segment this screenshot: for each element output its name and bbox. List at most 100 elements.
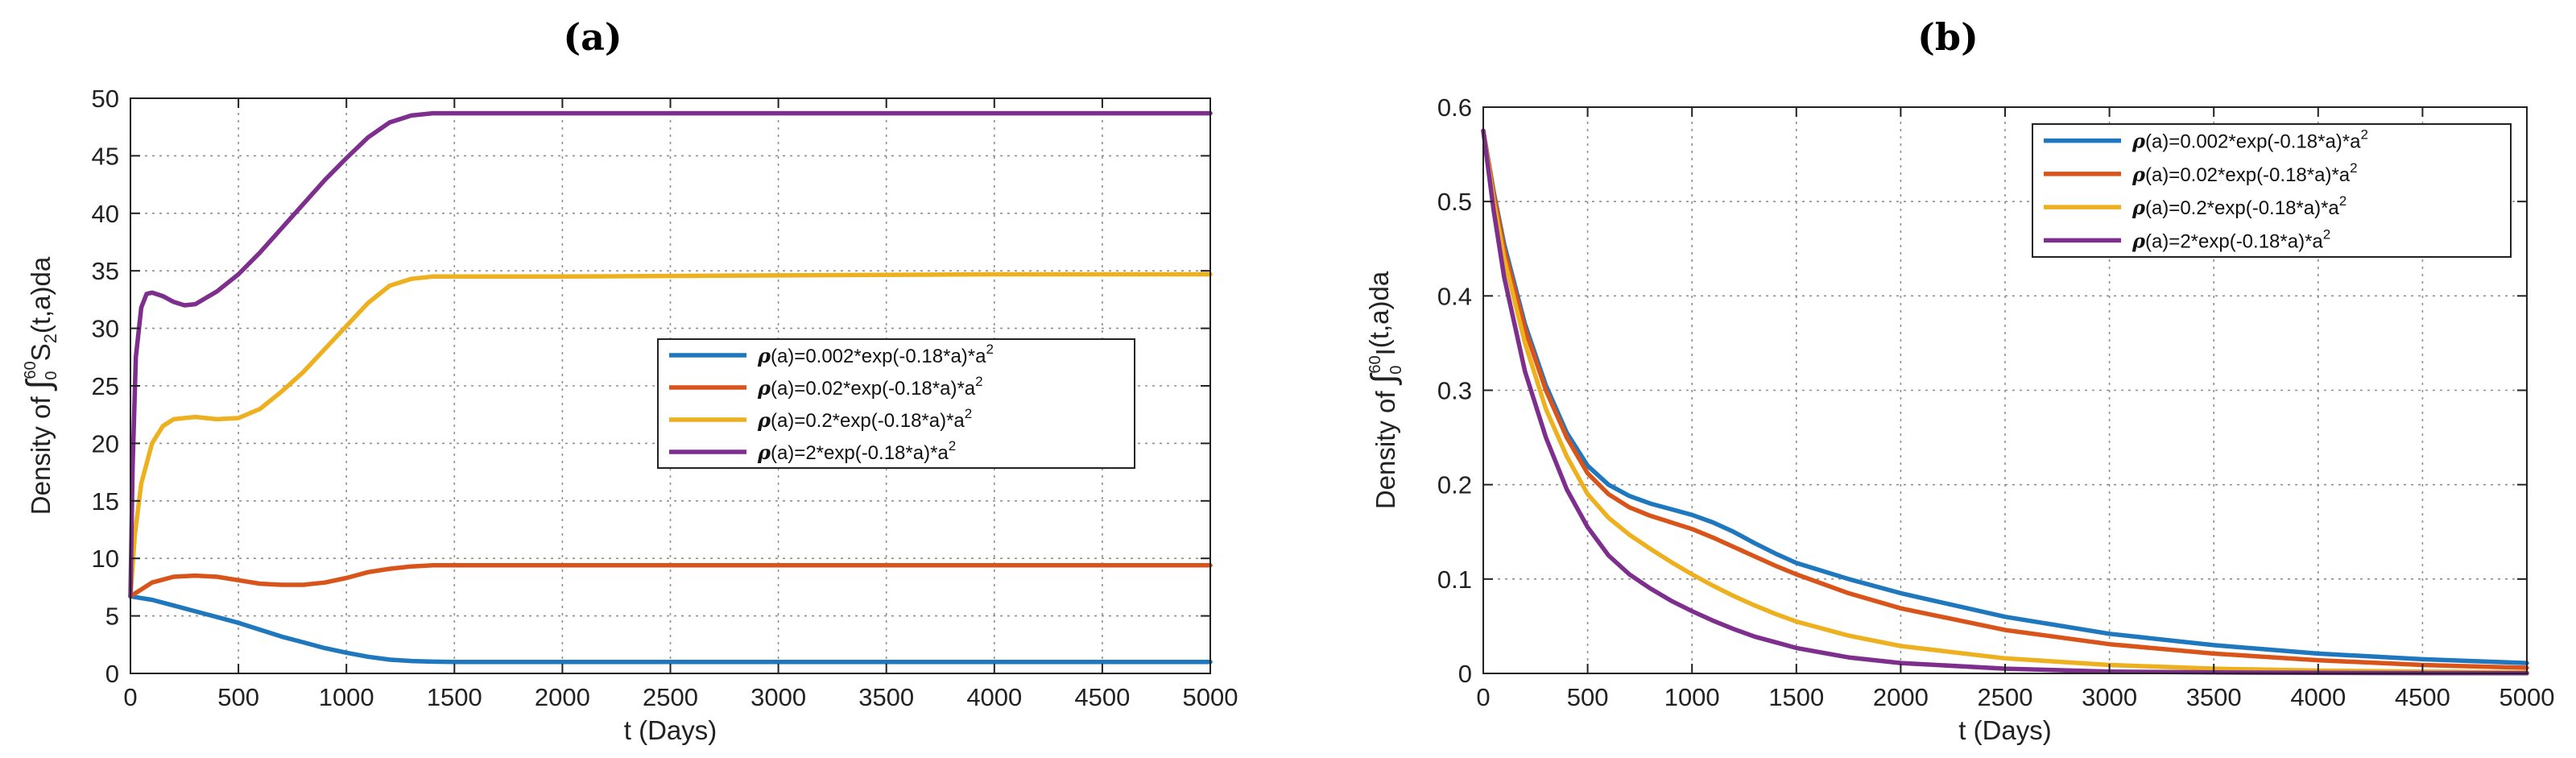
x-tick-label: 4000 [2290, 683, 2346, 711]
y-axis-label-body: S [26, 343, 56, 361]
x-tick-label: 3500 [858, 683, 914, 711]
y-tick-label: 25 [92, 372, 119, 400]
series-line-1 [128, 594, 1213, 665]
y-axis-label-suffix: (t,a)da [26, 256, 56, 333]
y-tick-label: 35 [92, 257, 119, 285]
y-axis-label-prefix: Density of [26, 389, 56, 515]
legend-entry-text: (a)=0.002*exp(-0.18*a)*a [2145, 131, 2361, 153]
x-axis-label: t (Days) [1958, 715, 2052, 745]
legend-box [657, 338, 1135, 469]
x-tick-label: 0 [1476, 683, 1490, 711]
y-axis-label-prefix: Density of [1371, 383, 1400, 509]
x-tick-label: 1500 [1768, 683, 1824, 711]
series-line-3 [128, 271, 1213, 599]
legend-entry-3: ρ(a)=0.2*exp(-0.18*a)*a2 [757, 406, 972, 432]
y-axis-label-upper: 60 [1367, 355, 1384, 373]
y-axis-label: Density of ∫0 60S2(t,a)da [19, 256, 60, 515]
legend-superscript: 2 [949, 438, 956, 454]
y-axis-label-lower: 0 [43, 371, 60, 380]
legend-superscript: 2 [965, 406, 972, 421]
y-tick-label: 0.1 [1437, 565, 1472, 594]
x-tick-label: 3000 [750, 683, 806, 711]
y-axis-label-upper: 60 [22, 361, 39, 379]
legend-entry-4: ρ(a)=2*exp(-0.18*a)*a2 [2132, 226, 2330, 252]
y-tick-label: 0.4 [1437, 282, 1472, 310]
legend-rho-symbol: ρ [2132, 130, 2146, 153]
y-tick-label: 40 [92, 200, 119, 228]
x-tick-label: 4000 [966, 683, 1022, 711]
y-tick-label: 5 [105, 603, 119, 631]
legend-entry-text: (a)=2*exp(-0.18*a)*a [2145, 230, 2323, 252]
x-tick-label: 5000 [1183, 683, 1238, 711]
legend-rho-symbol: ρ [757, 441, 771, 464]
legend-superscript: 2 [975, 374, 982, 389]
y-tick-label: 0 [105, 660, 119, 688]
legend-rho-symbol: ρ [2132, 163, 2146, 186]
legend-entry-2: ρ(a)=0.02*exp(-0.18*a)*a2 [757, 374, 983, 400]
x-tick-label: 2500 [643, 683, 698, 711]
x-tick-label: 2000 [535, 683, 590, 711]
y-tick-label: 0.2 [1437, 471, 1472, 499]
x-tick-label: 2000 [1873, 683, 1929, 711]
y-tick-label: 30 [92, 315, 119, 343]
panel-label: (b) [1917, 15, 1979, 59]
y-tick-label: 0.5 [1437, 188, 1472, 216]
legend-rho-symbol: ρ [2132, 196, 2146, 219]
legend-entry-text: (a)=0.2*exp(-0.18*a)*a [771, 410, 965, 432]
legend-superscript: 2 [986, 342, 993, 357]
legend-box [2032, 123, 2512, 258]
x-tick-label: 4500 [2395, 683, 2450, 711]
legend-entry-3: ρ(a)=0.2*exp(-0.18*a)*a2 [2132, 193, 2347, 219]
y-axis-label-body: I [1371, 348, 1400, 355]
x-tick-label: 1000 [1664, 683, 1720, 711]
x-tick-label: 500 [1567, 683, 1609, 711]
y-tick-label: 10 [92, 545, 119, 573]
legend-superscript: 2 [2339, 193, 2347, 209]
y-axis-label-integral: ∫ [19, 378, 57, 391]
x-tick-label: 4500 [1074, 683, 1130, 711]
x-axis-label: t (Days) [624, 715, 717, 745]
x-tick-label: 3000 [2082, 683, 2137, 711]
legend-rho-symbol: ρ [757, 344, 771, 367]
x-tick-label: 0 [123, 683, 137, 711]
y-tick-label: 50 [92, 85, 119, 113]
y-tick-label: 20 [92, 429, 119, 458]
y-tick-label: 0 [1458, 660, 1472, 688]
legend: ρ(a)=0.002*exp(-0.18*a)*a2ρ(a)=0.02*exp(… [2032, 123, 2512, 258]
x-tick-label: 5000 [2500, 683, 2555, 711]
y-tick-label: 45 [92, 142, 119, 170]
legend-rho-symbol: ρ [2132, 229, 2146, 252]
legend-superscript: 2 [2360, 127, 2367, 143]
legend-entry-text: (a)=0.02*exp(-0.18*a)*a [2145, 164, 2351, 186]
y-axis-label-lower: 0 [1387, 366, 1405, 375]
x-tick-label: 1000 [319, 683, 374, 711]
y-tick-label: 15 [92, 487, 119, 516]
chart-panel-a: (a)0 500 1000 1500 2000 2500 3000 3500 4000 4500 5… [19, 15, 1238, 745]
series-line-2 [1481, 128, 2529, 670]
legend-superscript: 2 [2350, 160, 2357, 176]
legend-entry-text: (a)=2*exp(-0.18*a)*a [771, 442, 949, 464]
legend-superscript: 2 [2323, 226, 2330, 242]
legend-entry-text: (a)=0.2*exp(-0.18*a)*a [2145, 197, 2339, 219]
series-line-4 [128, 110, 1213, 599]
legend-rho-symbol: ρ [757, 376, 771, 400]
y-tick-label: 0.6 [1437, 93, 1472, 122]
legend: ρ(a)=0.002*exp(-0.18*a)*a2ρ(a)=0.02*exp(… [657, 338, 1135, 469]
y-axis-label-sub: 2 [40, 333, 60, 343]
x-tick-label: 2500 [1978, 683, 2033, 711]
x-tick-label: 1500 [427, 683, 482, 711]
legend-entry-text: (a)=0.002*exp(-0.18*a)*a [771, 346, 986, 367]
x-tick-label: 3500 [2186, 683, 2242, 711]
y-tick-label: 0.3 [1437, 377, 1472, 405]
y-axis-label-integral: ∫ [1364, 372, 1402, 385]
legend-entry-4: ρ(a)=2*exp(-0.18*a)*a2 [757, 438, 956, 464]
legend-entry-1: ρ(a)=0.002*exp(-0.18*a)*a2 [757, 342, 994, 367]
legend-entry-2: ρ(a)=0.02*exp(-0.18*a)*a2 [2132, 160, 2358, 186]
y-axis-label-suffix: (t,a)da [1364, 271, 1394, 348]
panel-label: (a) [563, 15, 622, 59]
chart-panel-b: (b) 0 500 1000 1500 2000 2500 3000 3500 4000 4500 5… [1364, 15, 2554, 745]
series-line-2 [128, 563, 1213, 599]
legend-entry-text: (a)=0.02*exp(-0.18*a)*a [771, 378, 976, 400]
legend-entry-1: ρ(a)=0.002*exp(-0.18*a)*a2 [2132, 127, 2368, 153]
